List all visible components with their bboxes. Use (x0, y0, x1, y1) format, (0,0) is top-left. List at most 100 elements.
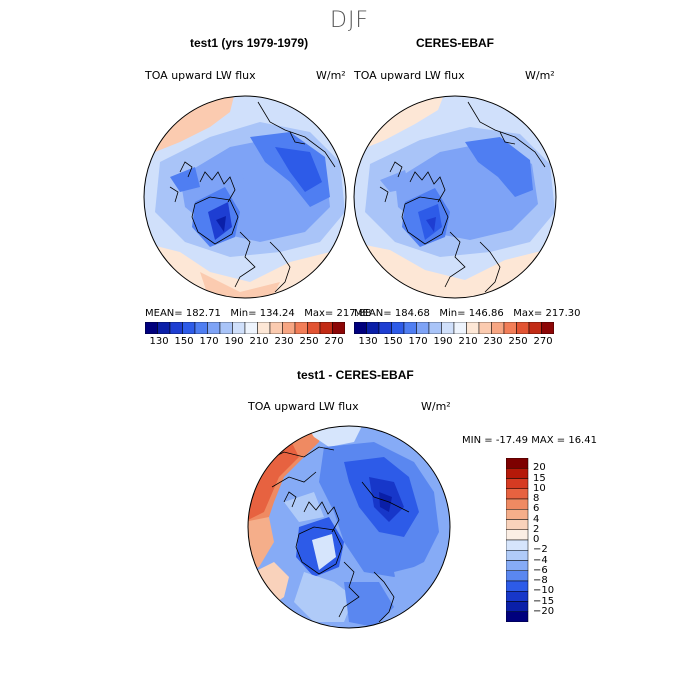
colorbar-swatch (366, 322, 380, 334)
colorbar-tick-label: 150 (174, 336, 194, 347)
colorbar-swatch (503, 322, 517, 334)
panel1-title: test1 (yrs 1979-1979) (190, 36, 309, 50)
colorbar-swatch (506, 580, 529, 592)
colorbar-swatch (194, 322, 208, 334)
colorbar-tick-label: 270 (324, 336, 344, 347)
colorbar-tick-label: 20 (533, 462, 546, 474)
panel3-max-value: 16.41 (568, 435, 597, 446)
panel3-title: test1 - CERES-EBAF (297, 368, 414, 382)
colorbar-swatch (441, 322, 455, 334)
colorbar-swatch (506, 611, 529, 622)
panel1-colorbar (145, 322, 345, 334)
panel1-units: W/m² (316, 69, 346, 82)
colorbar-swatch (416, 322, 430, 334)
colorbar-swatch (294, 322, 308, 334)
panel2-colorbar (354, 322, 554, 334)
panel2-min-value: 146.86 (468, 308, 504, 319)
colorbar-tick-label: 150 (383, 336, 403, 347)
colorbar-tick-label: 8 (533, 493, 540, 504)
colorbar-tick-label: 170 (408, 336, 428, 347)
panel2-mean-label: MEAN= (354, 308, 392, 319)
colorbar-tick-label: 2 (533, 523, 540, 535)
panel1-mean-value: 182.71 (185, 308, 221, 319)
colorbar-swatch (403, 322, 417, 334)
colorbar-swatch (145, 322, 158, 334)
colorbar-swatch (516, 322, 530, 334)
panel3-colorbar (506, 458, 529, 622)
panel1-max-label: Max= (304, 308, 334, 319)
colorbar-swatch (506, 519, 529, 530)
colorbar-swatch (269, 322, 283, 334)
colorbar-swatch (453, 322, 467, 334)
panel3-units: W/m² (421, 400, 451, 413)
colorbar-tick-label: 130 (358, 336, 378, 347)
colorbar-swatch (391, 322, 405, 334)
panel3-min-label: MIN = (462, 435, 493, 446)
colorbar-tick-label: −4 (533, 554, 548, 566)
colorbar-swatch (528, 322, 542, 334)
panel2-mean-value: 184.68 (394, 308, 430, 319)
colorbar-swatch (506, 509, 529, 520)
colorbar-swatch (307, 322, 321, 334)
colorbar-swatch (257, 322, 271, 334)
colorbar-tick-label: 210 (249, 336, 269, 347)
colorbar-tick-label: −20 (533, 605, 555, 617)
colorbar-swatch (332, 322, 345, 334)
colorbar-swatch (207, 322, 221, 334)
panel3-variable-label: TOA upward LW flux (248, 400, 359, 413)
panel1-mean-label: MEAN= (145, 308, 183, 319)
panel1-colorbar-ticks: 130 150 170 190 210 230 250 270 (145, 336, 365, 348)
panel2-map (353, 95, 557, 299)
colorbar-tick-label: 190 (224, 336, 244, 347)
panel1-coastlines (169, 101, 336, 293)
colorbar-swatch (506, 570, 529, 582)
colorbar-tick-label: −2 (533, 544, 548, 556)
figure-title: DJF (330, 8, 370, 33)
panel2-units: W/m² (525, 69, 555, 82)
colorbar-swatch (428, 322, 442, 334)
panel1-min-value: 134.24 (259, 308, 295, 319)
colorbar-tick-label: −10 (533, 585, 555, 597)
panel3-stats: MIN = -17.49 MAX = 16.41 (462, 435, 597, 446)
colorbar-swatch (232, 322, 246, 334)
colorbar-swatch (378, 322, 392, 334)
colorbar-swatch (466, 322, 480, 334)
panel2-max-value: 217.30 (545, 308, 581, 319)
colorbar-swatch (506, 498, 529, 510)
colorbar-swatch (354, 322, 367, 334)
colorbar-swatch (506, 529, 529, 541)
panel3-map (247, 425, 451, 629)
colorbar-tick-label: 250 (299, 336, 319, 347)
colorbar-tick-label: −15 (533, 595, 555, 607)
colorbar-tick-label: 250 (508, 336, 528, 347)
panel2-stats: MEAN= 184.68 Min= 146.86 Max= 217.30 (354, 308, 581, 319)
colorbar-swatch (541, 322, 554, 334)
colorbar-tick-label: 6 (533, 503, 540, 515)
panel2-max-label: Max= (513, 308, 543, 319)
panel3-min-value: -17.49 (495, 435, 529, 446)
colorbar-swatch (506, 601, 529, 612)
panel1-variable-label: TOA upward LW flux (145, 69, 256, 82)
colorbar-tick-label: −6 (533, 564, 548, 576)
panel1-max-value: 217.88 (336, 308, 372, 319)
panel3-max-label: MAX = (531, 435, 566, 446)
panel2-min-label: Min= (439, 308, 466, 319)
colorbar-swatch (506, 468, 529, 479)
colorbar-tick-label: 210 (458, 336, 478, 347)
colorbar-tick-label: 4 (533, 513, 540, 525)
panel3-region-atlantic (294, 572, 354, 622)
colorbar-tick-label: 230 (483, 336, 503, 347)
colorbar-tick-label: 190 (433, 336, 453, 347)
panel2-coastlines (379, 101, 546, 293)
panel2-variable-label: TOA upward LW flux (354, 69, 465, 82)
colorbar-swatch (244, 322, 258, 334)
colorbar-tick-label: 10 (533, 482, 546, 494)
colorbar-swatch (219, 322, 233, 334)
colorbar-swatch (506, 458, 529, 469)
panel2-title: CERES-EBAF (416, 36, 495, 50)
colorbar-tick-label: 270 (533, 336, 553, 347)
colorbar-swatch (506, 478, 529, 489)
panel3-coastlines (263, 446, 410, 623)
colorbar-swatch (506, 488, 529, 500)
panel2-region-siberia (465, 137, 533, 197)
